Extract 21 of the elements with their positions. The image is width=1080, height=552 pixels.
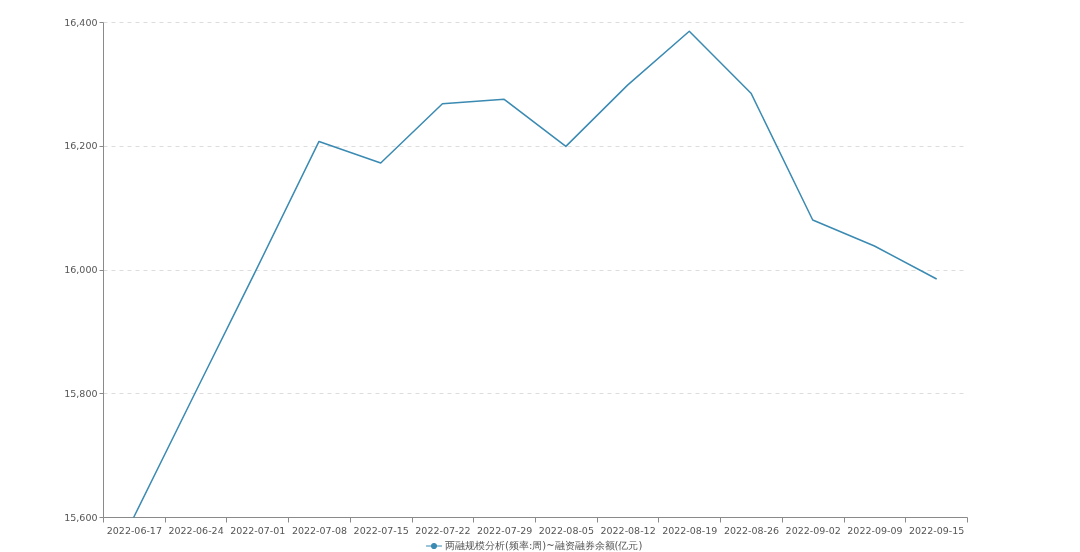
line-series bbox=[133, 30, 937, 518]
y-tick-label: 16,200 bbox=[64, 140, 98, 152]
x-tick-label: 2022-09-09 bbox=[847, 524, 903, 536]
x-tick-label: 2022-08-12 bbox=[600, 524, 656, 536]
legend-label: 两融规模分析(频率:周)~融资融券余额(亿元) bbox=[445, 540, 643, 551]
x-tick-label: 2022-08-05 bbox=[538, 524, 594, 536]
x-tick-label: 2022-08-26 bbox=[723, 524, 780, 536]
x-tick-label: 2022-09-15 bbox=[909, 524, 965, 536]
x-tick-label: 2022-06-24 bbox=[168, 524, 224, 536]
x-tick-label: 2022-07-29 bbox=[477, 524, 533, 536]
x-tick-label: 2022-06-17 bbox=[106, 524, 162, 536]
x-tick-label: 2022-07-01 bbox=[230, 524, 286, 536]
x-tick-label: 2022-07-08 bbox=[291, 524, 348, 536]
x-tick-label: 2022-09-02 bbox=[785, 524, 841, 536]
y-tick-label: 16,000 bbox=[64, 264, 98, 275]
x-tick-label: 2022-07-15 bbox=[353, 524, 409, 536]
y-tick-label: 15,600 bbox=[64, 511, 98, 523]
x-tick-label: 2022-08-19 bbox=[662, 524, 718, 536]
y-tick-label: 16,400 bbox=[64, 16, 98, 28]
y-tick-label: 15,800 bbox=[64, 387, 98, 399]
x-tick-label: 2022-07-22 bbox=[415, 524, 471, 536]
